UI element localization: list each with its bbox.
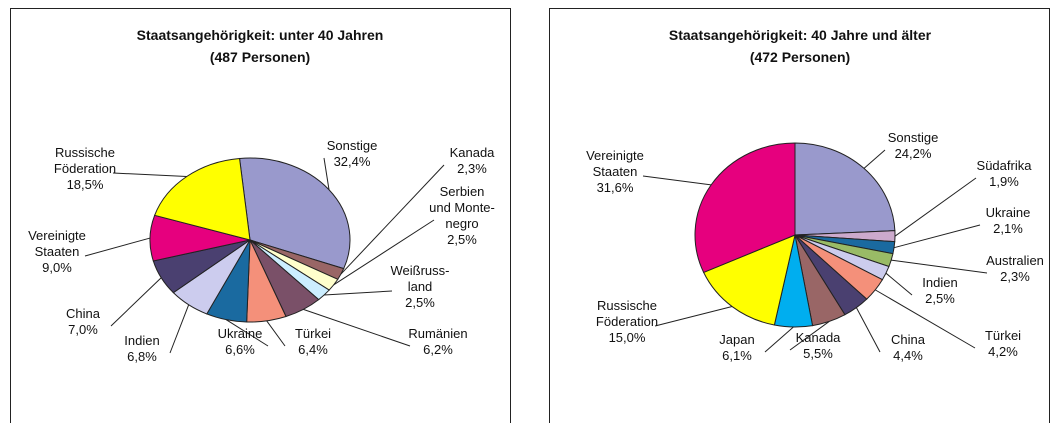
slice-label: Vereinigte Staaten (28, 228, 86, 259)
slice-label: Südafrika (977, 158, 1033, 173)
value-label: 24,2% (895, 146, 932, 161)
pie-slice (153, 157, 251, 241)
chart-subtitle: (487 Personen) (210, 49, 310, 65)
chart-subtitle: (472 Personen) (750, 49, 850, 65)
value-label: 4,2% (988, 344, 1018, 359)
value-label: 4,4% (893, 348, 923, 363)
slice-label: Australien (986, 253, 1044, 268)
value-label: 7,0% (68, 322, 98, 337)
slice-label: China (891, 332, 926, 347)
panel (10, 8, 511, 428)
leader-line (893, 224, 981, 249)
leader-line (169, 304, 190, 354)
leader-line (654, 306, 733, 327)
panel (549, 8, 1050, 428)
value-label: 6,1% (722, 348, 752, 363)
value-label: 2,3% (1000, 269, 1030, 284)
leader-line (303, 308, 411, 347)
slice-label: Türkei (985, 328, 1021, 343)
leader-line (333, 219, 435, 286)
slice-label: Rumänien (408, 326, 467, 341)
slice-label: Japan (719, 332, 754, 347)
value-label: 2,5% (405, 295, 435, 310)
pie-slice (238, 157, 351, 270)
slice-label: Indien (124, 333, 159, 348)
value-label: 2,5% (447, 232, 477, 247)
pie-slice (694, 142, 796, 274)
slice-label: Kanada (450, 145, 496, 160)
leader-line (894, 177, 977, 237)
value-label: 18,5% (67, 177, 104, 192)
value-label: 6,8% (127, 349, 157, 364)
leader-line (891, 259, 988, 274)
leader-line (764, 326, 794, 353)
value-label: 6,6% (225, 342, 255, 357)
value-label: 2,1% (993, 221, 1023, 236)
leader-line (323, 157, 330, 190)
slice-label: Russische Föderation (54, 145, 116, 176)
slice-label: Russische Föderation (596, 298, 658, 329)
slice-label: Serbien und Monte-negro (429, 184, 495, 231)
slice-label: Indien (922, 275, 957, 290)
value-label: 1,9% (989, 174, 1019, 189)
leader-line (885, 272, 913, 296)
slice-label: Sonstige (327, 138, 378, 153)
value-label: 6,2% (423, 342, 453, 357)
value-label: 2,5% (925, 291, 955, 306)
leader-line (340, 164, 445, 275)
slice-label: Ukraine (218, 326, 263, 341)
leader-line (225, 319, 269, 347)
slice-label: Vereinigte Staaten (586, 148, 644, 179)
leader-line (84, 237, 151, 257)
slice-label: Türkei (295, 326, 331, 341)
leader-line (642, 175, 712, 186)
slice-label: Sonstige (888, 130, 939, 145)
leader-line (110, 277, 162, 327)
leader-line (324, 290, 393, 296)
value-label: 6,4% (298, 342, 328, 357)
leader-line (855, 307, 881, 353)
chart-title: Staatsangehörigkeit: 40 Jahre und älter (669, 27, 932, 43)
slice-label: Kanada (796, 330, 842, 345)
slice-label: Ukraine (986, 205, 1031, 220)
slice-label: Weißruss-land (391, 263, 450, 294)
value-label: 15,0% (609, 330, 646, 345)
slice-label: China (66, 306, 101, 321)
leader-line (266, 320, 286, 347)
chart-title: Staatsangehörigkeit: unter 40 Jahren (137, 27, 384, 43)
leader-line (863, 149, 886, 169)
pie-slice (794, 142, 896, 236)
leader-line (789, 321, 830, 351)
leader-line (112, 172, 187, 177)
value-label: 2,3% (457, 161, 487, 176)
value-label: 9,0% (42, 260, 72, 275)
value-label: 31,6% (597, 180, 634, 195)
leader-line (875, 289, 976, 349)
value-label: 5,5% (803, 346, 833, 361)
value-label: 32,4% (334, 154, 371, 169)
